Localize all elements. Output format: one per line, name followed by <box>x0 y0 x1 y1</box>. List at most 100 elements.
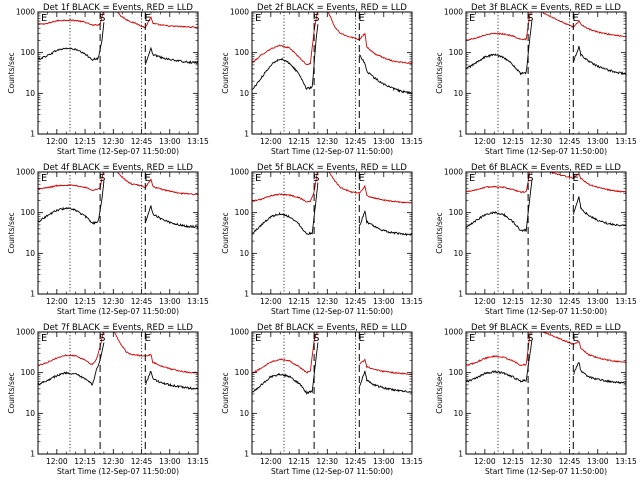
series-lld-line <box>466 332 626 367</box>
marker-label-e: E <box>469 13 475 24</box>
y-tick-label: 1000 <box>16 328 35 337</box>
x-tick-label: 12:30 <box>316 137 338 146</box>
marker-label-s: S <box>99 333 105 344</box>
x-tick-label: 12:45 <box>559 137 581 146</box>
y-tick-label: 10 <box>453 249 463 258</box>
x-tick-label: 13:15 <box>401 457 423 466</box>
y-tick-label: 10 <box>239 249 249 258</box>
x-tick-label: 12:45 <box>345 457 367 466</box>
y-axis-label: Counts/sec <box>221 212 230 253</box>
marker-label-s: S <box>527 13 533 24</box>
x-tick-label: 12:30 <box>530 137 552 146</box>
y-tick-label: 1 <box>30 290 35 299</box>
series-events-line <box>466 20 626 76</box>
y-tick-label: 100 <box>21 48 36 57</box>
x-tick-label: 12:30 <box>530 297 552 306</box>
series-events-line <box>38 22 198 66</box>
x-axis-label: Start Time (12-Sep-07 11:50:00) <box>271 147 393 156</box>
y-tick-label: 1 <box>458 450 463 459</box>
x-tick-label: 12:00 <box>474 297 496 306</box>
x-tick-label: 12:45 <box>131 457 153 466</box>
x-tick-label: 12:00 <box>260 137 282 146</box>
marker-label-e: E <box>255 13 261 24</box>
x-tick-label: 13:15 <box>187 457 209 466</box>
marker-label-e: E <box>573 13 579 24</box>
marker-label-s: S <box>527 173 533 184</box>
x-tick-label: 12:00 <box>260 457 282 466</box>
y-tick-label: 10 <box>25 409 35 418</box>
y-tick-label: 100 <box>449 368 464 377</box>
plot-frame <box>37 11 199 135</box>
marker-label-e: E <box>573 333 579 344</box>
x-tick-label: 12:00 <box>474 457 496 466</box>
marker-label-s: S <box>313 173 319 184</box>
y-axis-label: Counts/sec <box>7 212 16 253</box>
y-tick-label: 1000 <box>230 168 249 177</box>
y-tick-label: 1000 <box>444 168 463 177</box>
y-tick-label: 1 <box>244 130 249 139</box>
marker-label-e: E <box>469 173 475 184</box>
y-axis-label: Counts/sec <box>221 52 230 93</box>
marker-label-s: S <box>313 13 319 24</box>
plot-frame <box>465 11 627 135</box>
series-events-line <box>466 340 626 385</box>
y-tick-label: 100 <box>235 48 250 57</box>
x-tick-label: 12:45 <box>559 297 581 306</box>
chart-title: Det 9f BLACK = Events, RED = LLD <box>471 323 621 333</box>
marker-label-s: S <box>99 13 105 24</box>
x-tick-label: 13:00 <box>587 457 609 466</box>
y-tick-label: 1 <box>244 450 249 459</box>
marker-label-s: S <box>313 333 319 344</box>
x-axis-label: Start Time (12-Sep-07 11:50:00) <box>271 467 393 476</box>
y-tick-label: 10 <box>25 249 35 258</box>
series-lld-line <box>466 172 626 194</box>
x-axis-label: Start Time (12-Sep-07 11:50:00) <box>57 147 179 156</box>
marker-label-s: S <box>99 173 105 184</box>
series-events-line <box>252 182 412 237</box>
series-lld-line <box>252 172 412 204</box>
y-axis-label: Counts/sec <box>435 372 444 413</box>
plot-frame <box>251 11 413 135</box>
x-tick-label: 13:00 <box>373 297 395 306</box>
plot-frame <box>251 171 413 295</box>
y-axis-label: Counts/sec <box>7 372 16 413</box>
series-lld-line <box>466 12 626 41</box>
y-tick-label: 100 <box>21 368 36 377</box>
x-tick-label: 12:45 <box>131 297 153 306</box>
x-axis-label: Start Time (12-Sep-07 11:50:00) <box>57 467 179 476</box>
x-tick-label: 13:00 <box>373 457 395 466</box>
y-tick-label: 100 <box>21 208 36 217</box>
x-tick-label: 13:15 <box>401 137 423 146</box>
x-tick-label: 13:00 <box>373 137 395 146</box>
y-tick-label: 10 <box>453 89 463 98</box>
x-tick-label: 13:00 <box>159 457 181 466</box>
chart-title: Det 3f BLACK = Events, RED = LLD <box>471 3 621 13</box>
x-tick-label: 12:15 <box>74 457 96 466</box>
x-tick-label: 12:30 <box>102 137 124 146</box>
x-tick-label: 13:00 <box>587 137 609 146</box>
marker-label-e: E <box>359 13 365 24</box>
y-axis-label: Counts/sec <box>7 52 16 93</box>
x-tick-label: 12:15 <box>288 297 310 306</box>
marker-label-e: E <box>145 13 151 24</box>
series-lld-line <box>252 332 412 376</box>
y-tick-label: 10 <box>239 409 249 418</box>
series-lld-line <box>252 12 412 66</box>
x-tick-label: 12:15 <box>502 137 524 146</box>
x-tick-label: 13:00 <box>587 297 609 306</box>
x-tick-label: 13:15 <box>615 457 637 466</box>
y-tick-label: 1 <box>458 290 463 299</box>
marker-label-e: E <box>255 333 261 344</box>
x-tick-label: 12:30 <box>316 297 338 306</box>
x-axis-label: Start Time (12-Sep-07 11:50:00) <box>485 467 607 476</box>
y-tick-label: 1000 <box>230 8 249 17</box>
chart-title: Det 8f BLACK = Events, RED = LLD <box>257 323 407 333</box>
series-events-line <box>466 180 626 233</box>
x-tick-label: 12:45 <box>345 297 367 306</box>
x-tick-label: 12:45 <box>345 137 367 146</box>
plot-frame <box>465 171 627 295</box>
